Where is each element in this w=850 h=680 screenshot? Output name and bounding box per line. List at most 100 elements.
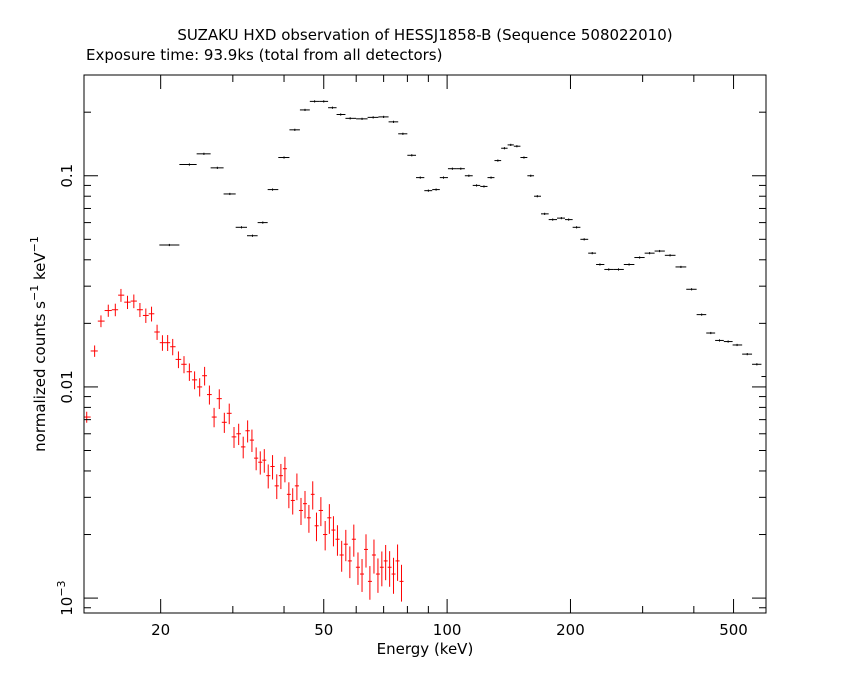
data-point [314, 512, 319, 542]
data-point [298, 497, 303, 525]
data-point [654, 249, 665, 253]
data-point [310, 481, 315, 510]
data-point [210, 166, 224, 169]
data-point [327, 504, 332, 534]
data-point [223, 192, 236, 196]
y-axis: 0.1 0.01 10−3 [55, 111, 766, 616]
data-point [266, 464, 271, 489]
data-point [90, 345, 98, 357]
data-point [398, 132, 408, 135]
data-point [752, 363, 762, 366]
data-point [355, 552, 360, 585]
data-point [480, 185, 488, 188]
data-point [527, 174, 535, 177]
data-point [216, 389, 222, 410]
data-point [335, 525, 340, 556]
data-point [472, 184, 481, 187]
data-point [221, 412, 227, 433]
data-point [383, 544, 388, 581]
data-point [596, 263, 605, 266]
data-point [424, 189, 433, 192]
data-point [154, 324, 160, 340]
data-point [124, 295, 131, 310]
data-point [130, 294, 137, 309]
data-point [339, 540, 344, 572]
data-point [580, 238, 589, 241]
data-point [399, 564, 404, 602]
data-point [367, 566, 372, 600]
data-point [104, 304, 112, 317]
y-tick-label: 0.01 [58, 370, 76, 403]
data-point [557, 217, 566, 220]
data-point [245, 420, 250, 443]
data-point [197, 378, 203, 397]
data-point [299, 108, 310, 112]
data-point [387, 551, 392, 587]
data-point [258, 451, 263, 475]
data-point [170, 338, 176, 356]
x-tick-label: 50 [314, 621, 333, 639]
data-point [289, 128, 300, 131]
data-point [262, 449, 267, 473]
data-point [159, 335, 166, 351]
data-point [226, 403, 232, 425]
data-point [723, 340, 733, 343]
data-point [494, 159, 502, 162]
data-point [356, 117, 368, 120]
data-point [761, 375, 766, 378]
data-point [254, 447, 259, 471]
data-point [644, 252, 655, 255]
data-point [623, 263, 635, 266]
data-point [664, 254, 676, 257]
plot-frame [83, 74, 767, 614]
data-point [378, 115, 389, 118]
data-point [732, 343, 743, 347]
x-tick-label: 500 [719, 621, 748, 639]
data-point [507, 143, 514, 147]
x-tick-label: 100 [433, 621, 462, 639]
data-point [97, 315, 105, 328]
y-tick-label: 10−3 [55, 580, 76, 615]
data-point [367, 116, 379, 119]
data-point [696, 313, 707, 316]
series-layer [84, 100, 766, 602]
data-point [540, 212, 549, 215]
data-point [191, 371, 198, 390]
data-point [588, 252, 597, 255]
data-point [246, 234, 258, 237]
data-point [675, 265, 687, 269]
data-point [290, 488, 295, 515]
data-point [432, 188, 440, 191]
data-point [211, 407, 217, 428]
data-point [202, 366, 208, 386]
data-point [416, 176, 425, 179]
data-point [351, 524, 356, 557]
data-point [186, 363, 192, 381]
data-point [165, 335, 171, 352]
data-point [309, 100, 320, 103]
data-point [240, 436, 246, 459]
y-tick-label: 0.1 [58, 164, 76, 188]
data-point [236, 423, 241, 446]
data-point [604, 268, 614, 271]
data-point [136, 302, 143, 318]
data-point [715, 339, 724, 342]
data-point [379, 551, 384, 587]
x-axis: 20 50 100 200 500 [151, 75, 748, 639]
data-point [501, 147, 508, 150]
data-point [111, 303, 119, 317]
data-point [319, 100, 329, 103]
data-point [548, 218, 558, 221]
data-point [336, 113, 346, 116]
data-point [343, 529, 348, 562]
data-point [181, 356, 187, 374]
data-point [331, 516, 336, 547]
data-point [175, 351, 182, 369]
data-point [634, 256, 645, 259]
data-point [395, 544, 400, 581]
data-point [286, 482, 291, 509]
data-point [207, 385, 212, 405]
data-point [447, 167, 457, 170]
x-axis-label: Energy (keV) [377, 640, 474, 658]
chart-title: SUZAKU HXD observation of HESSJ1858-B (S… [177, 26, 672, 44]
